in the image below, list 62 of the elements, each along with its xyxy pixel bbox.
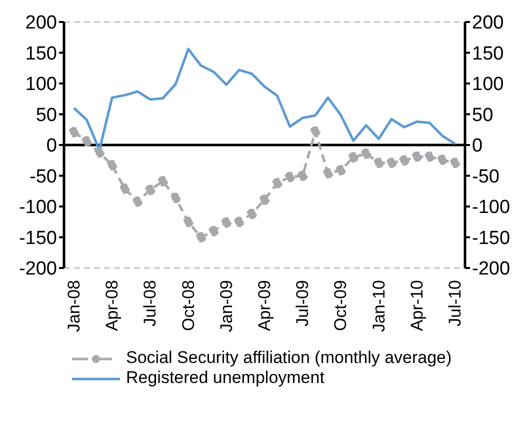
x-tick-label: Apr-08 [102, 280, 122, 332]
y2-tick-label: 150 [472, 43, 504, 64]
y-tick-label: -100 [18, 197, 57, 218]
point [284, 172, 296, 182]
y-tick-label: -150 [18, 228, 57, 249]
point [310, 126, 321, 137]
point [450, 158, 460, 168]
point [424, 151, 435, 162]
point [348, 152, 359, 163]
point [106, 160, 118, 171]
point [437, 154, 448, 166]
point [234, 216, 244, 228]
point [208, 226, 219, 236]
x-tick-label: Jul-09 [293, 280, 312, 326]
point [158, 176, 168, 187]
y2-tick-label: 100 [472, 74, 504, 96]
y2-tick-label: -150 [472, 228, 510, 249]
y-tick-label: -200 [18, 258, 57, 280]
y2-tick-label: 50 [472, 104, 494, 126]
point [94, 147, 105, 158]
x-tick-label: Jul-10 [446, 280, 464, 326]
point [335, 164, 346, 176]
point [398, 155, 410, 166]
legend-label: Registered unemployment [126, 368, 324, 387]
point [81, 136, 92, 147]
x-tick-label: Oct-09 [331, 280, 350, 332]
point [221, 217, 232, 228]
point [132, 196, 143, 207]
point [386, 158, 397, 168]
y2-tick-label: -200 [472, 258, 510, 280]
y2-tick-label: 200 [472, 12, 504, 34]
x-tick-label: Apr-10 [407, 280, 426, 332]
y2-tick-label: 0 [472, 136, 483, 157]
y-tick-label: 200 [25, 12, 57, 34]
y2-tick-label: -100 [472, 197, 510, 218]
point [360, 148, 372, 159]
point [259, 194, 270, 205]
x-tick-label: Jul-08 [140, 280, 160, 326]
point [196, 232, 206, 242]
x-tick-label: Apr-09 [255, 280, 274, 332]
x-tick-label: Jan-08 [64, 280, 84, 332]
y-tick-label: 150 [25, 43, 57, 64]
point [170, 192, 181, 204]
point [322, 168, 334, 179]
point [374, 158, 384, 168]
legend-label: Social Security affiliation (monthly average) [126, 348, 452, 367]
y-tick-label: 50 [36, 104, 57, 126]
y-tick-label: 100 [25, 74, 57, 96]
y-tick-label: 0 [46, 136, 57, 157]
x-tick-label: Oct-08 [178, 280, 198, 332]
y2-tick-label: -50 [472, 166, 500, 188]
point [297, 170, 308, 181]
point [246, 208, 258, 220]
point [120, 183, 130, 194]
x-tick-label: Jan-09 [216, 280, 236, 332]
x-tick-label: Jan-10 [369, 280, 388, 332]
point [68, 126, 80, 138]
point [272, 178, 282, 188]
y-tick-label: -50 [30, 166, 57, 188]
point [183, 216, 194, 228]
point [412, 151, 422, 162]
point [144, 184, 156, 196]
